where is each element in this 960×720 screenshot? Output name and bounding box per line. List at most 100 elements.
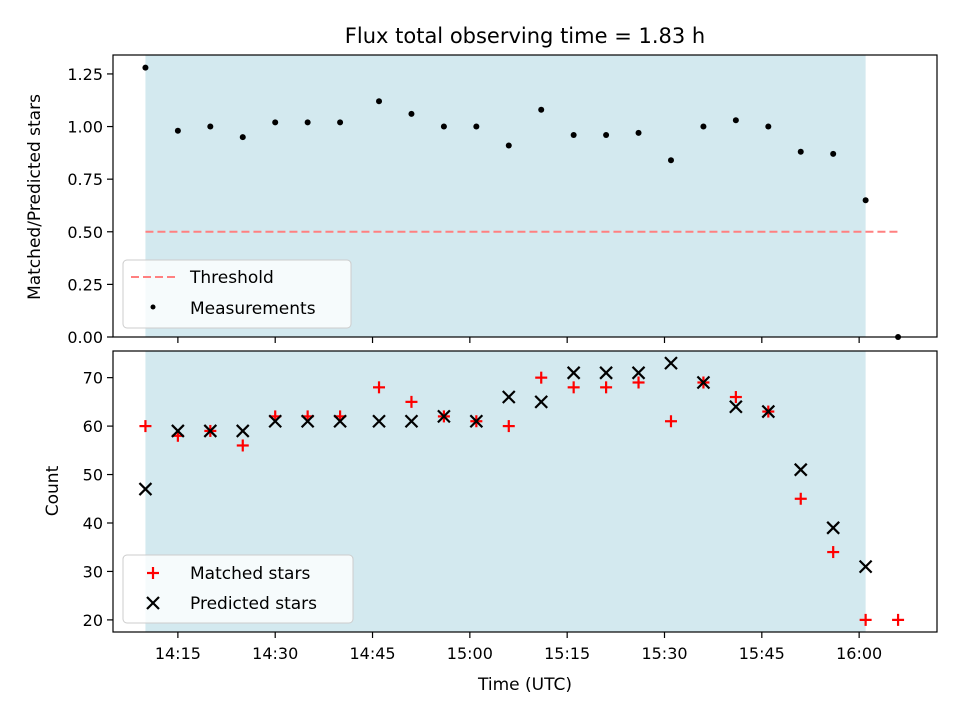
predicted-star-point bbox=[566, 366, 581, 380]
predicted-star-point bbox=[761, 404, 776, 419]
measurement-point bbox=[142, 64, 149, 71]
count-x-tick-label: 15:00 bbox=[447, 644, 493, 663]
count-y-label: Count bbox=[43, 465, 63, 516]
matched-star-point bbox=[502, 420, 515, 433]
predicted-stars-points bbox=[138, 356, 873, 574]
count-x-tick-label: 15:15 bbox=[544, 644, 590, 663]
threshold-legend-label: Threshold bbox=[189, 268, 274, 288]
predicted-star-point bbox=[729, 399, 743, 414]
measurement-point bbox=[603, 131, 610, 138]
matched-star-point bbox=[373, 381, 386, 394]
matched-star-point bbox=[567, 381, 580, 394]
predicted-star-point bbox=[502, 390, 516, 404]
predicted-star-point bbox=[696, 375, 711, 390]
count-y-tick-label: 70 bbox=[83, 369, 103, 388]
measurement-point bbox=[667, 157, 674, 164]
chart-title: Flux total observing time = 1.83 h bbox=[345, 24, 705, 48]
predicted-star-point bbox=[268, 414, 282, 429]
matched-star-point bbox=[405, 395, 418, 408]
matched-star-point bbox=[859, 613, 872, 626]
count-x-tick-label: 14:15 bbox=[155, 644, 201, 663]
measurement-point bbox=[700, 123, 707, 130]
x-axis-label: Time (UTC) bbox=[477, 675, 572, 695]
count-x-tick-label: 15:45 bbox=[739, 644, 785, 663]
predicted-star-point bbox=[171, 424, 185, 438]
predicted-star-point bbox=[235, 424, 250, 438]
count-panel: 20 30 40 50 60 70 14:15 14:30 14:45 15:00 15:15 15… bbox=[43, 350, 938, 695]
count-y-tick-label: 30 bbox=[83, 562, 103, 581]
matched-star-point bbox=[139, 420, 152, 433]
measurement-point bbox=[538, 106, 545, 113]
predicted-star-point bbox=[631, 366, 646, 380]
matched-star-point bbox=[535, 371, 548, 384]
measurement-point bbox=[304, 119, 311, 126]
measurements-legend-marker bbox=[150, 304, 156, 310]
ratio-legend-box bbox=[122, 259, 352, 329]
matched-star-point bbox=[827, 546, 840, 559]
predicted-star-point bbox=[599, 366, 613, 380]
matched-star-point bbox=[892, 613, 905, 626]
matched-star-point bbox=[236, 439, 249, 452]
ratio-y-ticks: 0.00 0.25 0.50 0.75 1.00 1.25 bbox=[67, 65, 113, 347]
measurement-point bbox=[862, 197, 869, 204]
ratio-panel: 0.00 0.25 0.50 0.75 1.00 1.25 Matched/Predict… bbox=[25, 54, 938, 347]
measurement-point bbox=[408, 110, 415, 117]
predicted-star-point bbox=[826, 521, 840, 535]
count-y-tick-label: 60 bbox=[83, 417, 103, 436]
count-plot-frame bbox=[112, 350, 938, 633]
matched-legend-label: Matched stars bbox=[190, 564, 310, 584]
matched-legend-marker bbox=[147, 567, 159, 579]
predicted-star-point bbox=[138, 482, 153, 496]
ratio-plot-frame bbox=[112, 54, 938, 338]
predicted-star-point bbox=[793, 462, 808, 477]
matched-star-point bbox=[794, 492, 807, 505]
measurements-legend-label: Measurements bbox=[190, 299, 316, 319]
measurement-point bbox=[765, 123, 772, 130]
predicted-star-point bbox=[469, 414, 484, 429]
predicted-legend-label: Predicted stars bbox=[190, 594, 317, 614]
measurement-point bbox=[635, 129, 642, 136]
measurement-point bbox=[505, 142, 512, 149]
predicted-star-point bbox=[333, 414, 347, 429]
count-legend-box bbox=[122, 554, 354, 624]
measurement-point bbox=[473, 123, 480, 130]
count-y-tick-label: 40 bbox=[83, 514, 103, 533]
measurement-point bbox=[239, 134, 246, 141]
ratio-y-tick-label: 1.00 bbox=[67, 118, 103, 137]
predicted-star-point bbox=[300, 414, 315, 429]
count-x-tick-label: 14:45 bbox=[349, 644, 395, 663]
ratio-y-tick-label: 0.25 bbox=[67, 275, 103, 294]
ratio-y-tick-label: 1.25 bbox=[67, 65, 103, 84]
count-legend: Matched stars Predicted stars bbox=[122, 554, 354, 624]
predicted-star-point bbox=[372, 414, 386, 429]
measurement-point bbox=[376, 98, 383, 105]
matched-star-point bbox=[632, 376, 645, 389]
count-x-tick-label: 14:30 bbox=[252, 644, 298, 663]
predicted-star-point bbox=[858, 559, 873, 574]
count-x-tick-label: 16:00 bbox=[836, 644, 882, 663]
predicted-star-point bbox=[534, 395, 548, 409]
count-y-ticks: 20 30 40 50 60 70 bbox=[83, 369, 113, 630]
count-x-ticks: 14:15 14:30 14:45 15:00 15:15 15:30 15:45 16:00 bbox=[155, 632, 882, 663]
matched-star-point bbox=[729, 391, 742, 404]
predicted-star-point bbox=[437, 409, 451, 424]
measurement-point bbox=[797, 148, 804, 155]
ratio-y-label: Matched/Predicted stars bbox=[25, 94, 45, 300]
ratio-y-tick-label: 0.00 bbox=[67, 328, 103, 347]
measurement-point bbox=[337, 119, 344, 126]
measurement-point bbox=[272, 119, 279, 126]
matched-star-point bbox=[664, 415, 677, 428]
matched-star-point bbox=[600, 381, 613, 394]
predicted-star-point bbox=[203, 424, 218, 438]
predicted-star-point bbox=[664, 356, 678, 370]
measurement-point bbox=[830, 150, 837, 157]
count-y-tick-label: 20 bbox=[83, 611, 103, 630]
predicted-legend-marker bbox=[146, 596, 160, 610]
measurement-point bbox=[570, 131, 577, 138]
ratio-y-tick-label: 0.75 bbox=[67, 170, 103, 189]
measurement-point bbox=[732, 117, 739, 124]
measurement-point bbox=[440, 123, 447, 130]
ratio-x-ticks bbox=[177, 337, 860, 343]
ratio-legend: Threshold Measurements bbox=[122, 259, 352, 329]
